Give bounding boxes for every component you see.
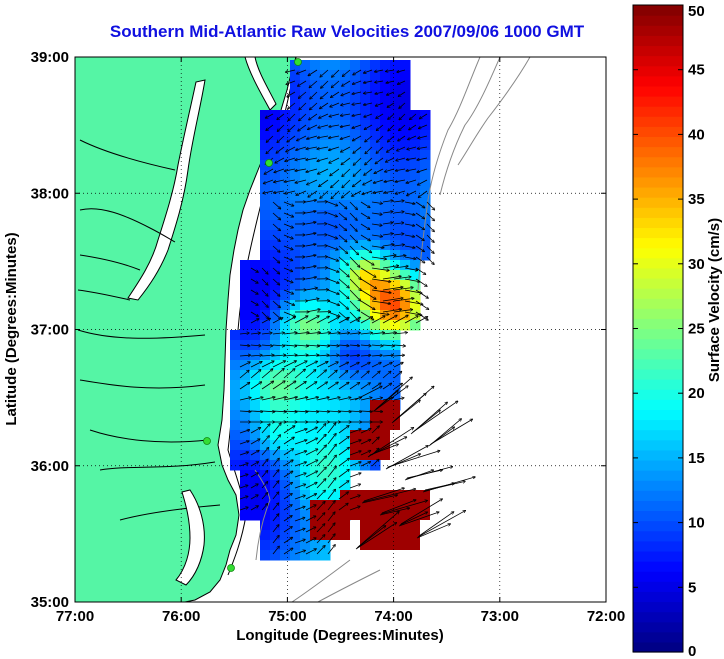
y-tick-label: 36:00 bbox=[31, 458, 69, 475]
chart-title: Southern Mid-Atlantic Raw Velocities 200… bbox=[109, 22, 585, 41]
y-tick-label: 38:00 bbox=[31, 185, 69, 202]
colorbar-tick-label: 15 bbox=[688, 450, 705, 467]
y-axis-label: Latitude (Degrees:Minutes) bbox=[3, 232, 20, 425]
x-tick-label: 76:00 bbox=[162, 608, 200, 625]
y-tick-label: 37:00 bbox=[31, 322, 69, 339]
isobath-lines bbox=[254, 57, 531, 602]
colorbar-tick-label: 45 bbox=[688, 62, 705, 79]
colorbar-tick-label: 35 bbox=[688, 191, 705, 208]
x-axis-label: Longitude (Degrees:Minutes) bbox=[236, 627, 444, 644]
x-tick-label: 73:00 bbox=[481, 608, 519, 625]
y-tick-label: 39:00 bbox=[31, 49, 69, 66]
station-marker bbox=[265, 159, 273, 167]
longitude-ticks: 77:00 76:00 75:00 74:00 73:00 72:00 bbox=[56, 57, 625, 625]
colorbar-tick-label: 40 bbox=[688, 126, 705, 143]
colorbar-label: Surface Velocity (cm/s) bbox=[706, 218, 723, 382]
colorbar-scale bbox=[633, 5, 683, 653]
colorbar-tick-label: 0 bbox=[688, 643, 696, 659]
velocity-vectors bbox=[239, 70, 475, 555]
station-marker bbox=[227, 564, 235, 572]
map-grid bbox=[75, 57, 606, 602]
colorbar-tick-label: 10 bbox=[688, 515, 705, 532]
station-marker bbox=[294, 58, 302, 66]
y-tick-label: 35:00 bbox=[31, 594, 69, 611]
latitude-ticks: 39:00 38:00 37:00 36:00 35:00 bbox=[31, 49, 606, 611]
hf-radar-stations bbox=[203, 58, 302, 572]
colorbar-tick-label: 30 bbox=[688, 256, 705, 273]
colorbar-ticks: 0 5 10 15 20 25 30 35 40 45 50 bbox=[633, 3, 705, 659]
x-tick-label: 72:00 bbox=[587, 608, 625, 625]
station-marker bbox=[203, 437, 211, 445]
x-tick-label: 74:00 bbox=[374, 608, 412, 625]
x-tick-label: 75:00 bbox=[268, 608, 306, 625]
colorbar-tick-label: 5 bbox=[688, 579, 696, 596]
colorbar-tick-label: 50 bbox=[688, 3, 705, 20]
colorbar-tick-label: 20 bbox=[688, 385, 705, 402]
x-tick-label: 77:00 bbox=[56, 608, 94, 625]
colorbar-tick-label: 25 bbox=[688, 321, 705, 338]
